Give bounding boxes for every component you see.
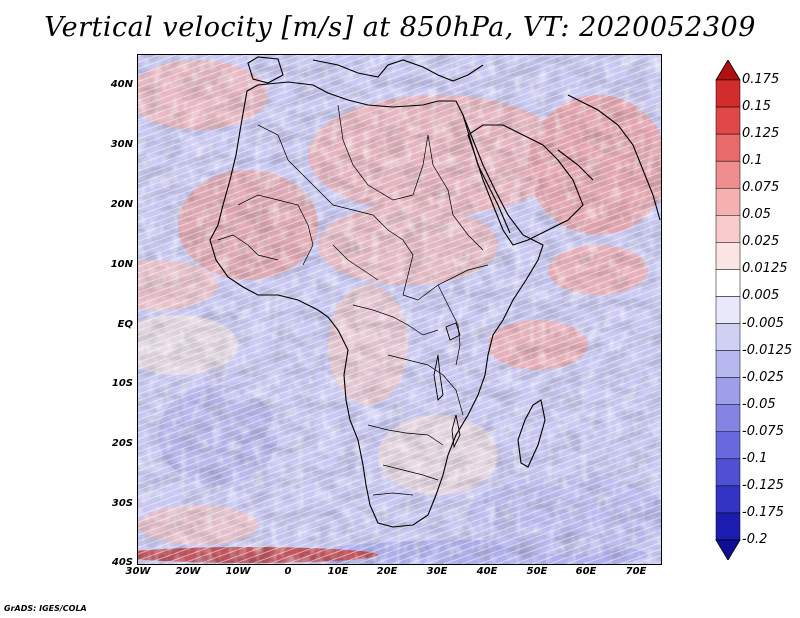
colorbar-segment xyxy=(715,431,741,460)
y-tick-label: 40S xyxy=(111,557,133,568)
colorbar-label: 0.025 xyxy=(742,234,780,250)
colorbar-segment xyxy=(715,79,741,108)
y-tick-label: EQ xyxy=(117,319,133,330)
colorbar-max-arrow xyxy=(715,60,741,81)
colorbar-segment xyxy=(715,106,741,135)
x-tick-label: 20E xyxy=(376,566,398,577)
colorbar-segment xyxy=(715,296,741,324)
velocity-field-map xyxy=(138,55,661,564)
colorbar-label: 0.1 xyxy=(742,153,763,169)
x-tick-label: 0 xyxy=(284,566,292,577)
x-tick-label: 20W xyxy=(175,566,201,577)
x-tick-label: 40E xyxy=(476,566,498,577)
colorbar-segment xyxy=(715,269,741,297)
colorbar-segment xyxy=(715,458,741,487)
country-borders xyxy=(217,104,489,496)
colorbar-label: -0.125 xyxy=(742,477,784,493)
y-tick-label: 30N xyxy=(110,139,133,150)
colorbar-segment xyxy=(715,350,741,378)
colorbar-min-arrow xyxy=(715,539,741,560)
field-streaks xyxy=(138,55,661,564)
colorbar-segment xyxy=(715,323,741,351)
colorbar-label: 0.05 xyxy=(742,207,771,223)
x-tick-label: 10E xyxy=(327,566,349,577)
colorbar-label: 0.005 xyxy=(742,288,780,304)
colorbar-label: 0.175 xyxy=(742,72,780,87)
great-lakes xyxy=(433,322,461,449)
y-tick-label: 30S xyxy=(111,498,133,509)
y-tick-label: 40N xyxy=(110,79,133,90)
colorbar-label: 0.075 xyxy=(742,180,780,196)
colorbar-label: -0.025 xyxy=(742,369,784,385)
map-plot-area xyxy=(137,54,662,565)
colorbar-label: -0.1 xyxy=(742,450,768,466)
colorbar-label: -0.05 xyxy=(742,396,776,412)
colorbar-label: -0.075 xyxy=(742,423,784,439)
colorbar-segment xyxy=(715,187,741,216)
colorbar-label: -0.005 xyxy=(742,315,784,331)
colorbar xyxy=(715,60,741,560)
colorbar-label: 0.0125 xyxy=(742,261,788,277)
y-tick-label: 10N xyxy=(110,259,133,270)
x-tick-label: 60E xyxy=(575,566,597,577)
colorbar-segment xyxy=(715,377,741,405)
colorbar-label: 0.125 xyxy=(742,126,780,142)
y-tick-label: 20N xyxy=(110,199,133,210)
colorbar-segment xyxy=(715,160,741,189)
x-tick-label: 10W xyxy=(225,566,251,577)
y-tick-label: 20S xyxy=(111,438,133,449)
chart-title: Vertical velocity [m/s] at 850hPa, VT: 2… xyxy=(44,12,756,43)
colorbar-segment xyxy=(715,215,741,243)
colorbar-label: -0.175 xyxy=(742,504,784,520)
x-tick-label: 50E xyxy=(526,566,548,577)
coastlines xyxy=(209,56,661,528)
x-tick-label: 30W xyxy=(125,566,151,577)
colorbar-label: -0.2 xyxy=(742,532,768,547)
colorbar-label: -0.0125 xyxy=(742,342,793,358)
colorbar-segment xyxy=(715,242,741,270)
colorbar-segment xyxy=(715,133,741,162)
y-tick-label: 10S xyxy=(111,378,133,389)
colorbar-label: 0.15 xyxy=(742,99,771,115)
colorbar-segment xyxy=(715,485,741,514)
x-tick-label: 70E xyxy=(625,566,647,577)
x-tick-label: 30E xyxy=(426,566,448,577)
colorbar-segment xyxy=(715,404,741,433)
colorbar-segment xyxy=(715,512,741,541)
credit-text: GrADS: IGES/COLA xyxy=(4,604,87,613)
